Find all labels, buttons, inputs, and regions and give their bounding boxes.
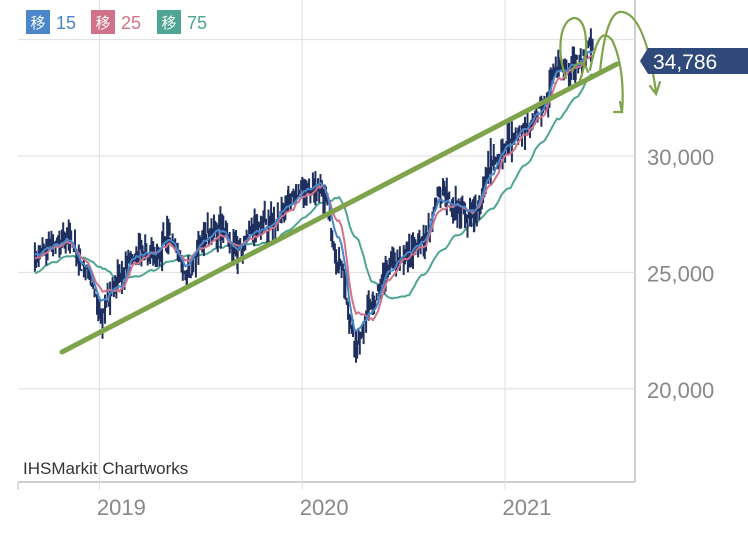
price-tag-box	[640, 48, 748, 74]
legend: 移 15 移 25 移 75	[26, 10, 207, 34]
x-tick-label: 2021	[502, 495, 551, 520]
y-tick-label: 20,000	[647, 378, 714, 403]
last-price-tag: 34,786	[640, 48, 748, 74]
ma15-line	[34, 50, 594, 332]
axes: 20,000 25,000 30,000 2019 2020 2021 IHSMarkit …	[23, 145, 714, 520]
y-tick-label: 30,000	[647, 145, 714, 170]
ma25-line	[34, 54, 593, 322]
y-tick-label: 25,000	[647, 261, 714, 286]
legend-swatch	[26, 10, 50, 34]
legend-period-label: 75	[187, 13, 207, 33]
annotation-arrow-curve	[588, 34, 624, 114]
legend-swatch	[157, 10, 181, 34]
annotation-arrow-curve	[559, 16, 588, 82]
legend-period-label: 25	[121, 13, 141, 33]
legend-box-label: 移	[161, 14, 176, 32]
legend-box-label: 移	[30, 14, 45, 32]
legend-box-label: 移	[95, 14, 110, 32]
grid	[17, 0, 636, 490]
candlesticks	[33, 28, 594, 363]
last-price-label: 34,786	[653, 51, 717, 74]
watermark-text: IHSMarkit Chartworks	[23, 459, 188, 478]
annotation-arrow-small	[570, 61, 590, 74]
legend-period-label: 15	[56, 13, 76, 33]
legend-swatch	[91, 10, 115, 34]
x-tick-label: 2020	[300, 495, 349, 520]
trendline	[59, 61, 620, 355]
trendline-annotation	[59, 61, 620, 355]
x-tick-label: 2019	[97, 495, 146, 520]
annotation-arrowhead	[612, 100, 624, 114]
ma-25-path	[34, 54, 593, 322]
ma-15-path	[34, 50, 594, 332]
annotation-arrowhead	[648, 80, 662, 97]
arrow-annotations	[559, 10, 662, 114]
